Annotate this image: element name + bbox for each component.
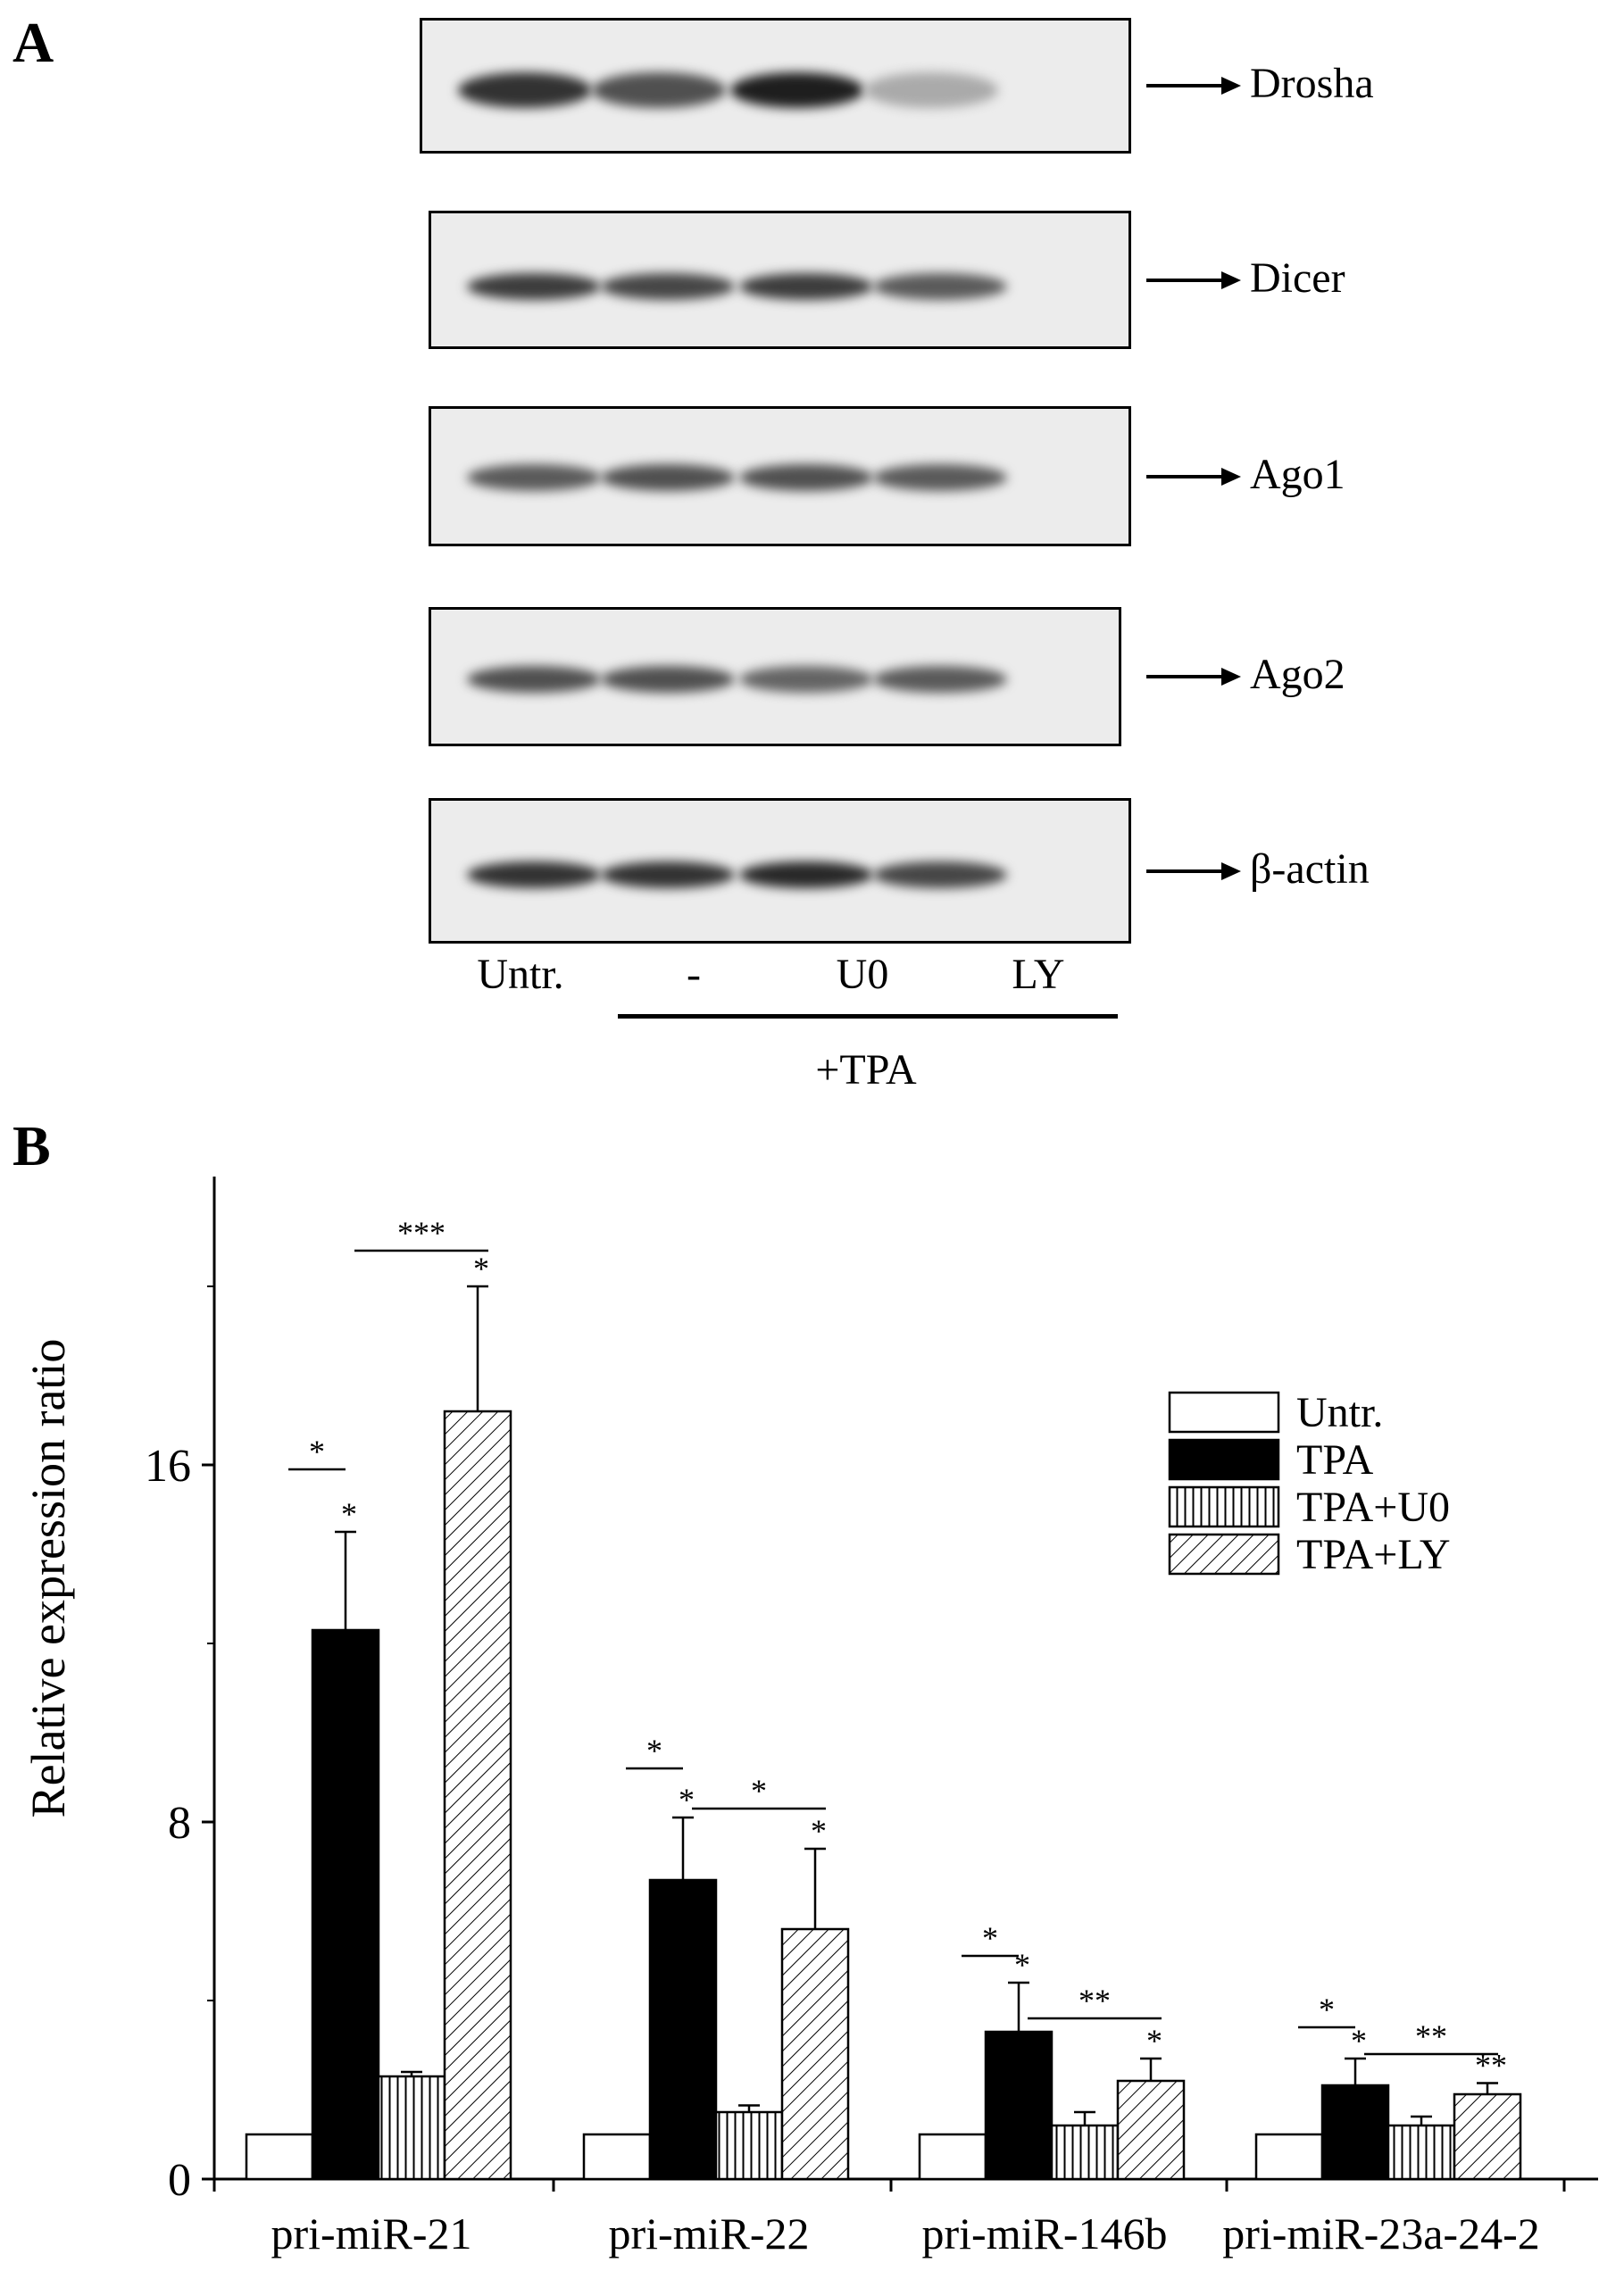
category-label: pri-miR-23a-24-2 — [1222, 2209, 1539, 2259]
blot-ago1 — [429, 406, 1131, 546]
bar — [1320, 2084, 1390, 2181]
bar — [1453, 2092, 1522, 2181]
blot-protein-label: Dicer — [1250, 254, 1345, 302]
bar — [311, 1628, 380, 2181]
arrow-icon — [1146, 467, 1241, 486]
legend-label: TPA+U0 — [1296, 1484, 1450, 1531]
blot-band — [467, 464, 601, 491]
blot-band — [873, 666, 1007, 693]
blot-band — [873, 273, 1007, 300]
blot-band — [458, 72, 592, 108]
blot-band — [601, 666, 735, 693]
legend-label: Untr. — [1296, 1389, 1383, 1436]
legend-swatch — [1168, 1391, 1280, 1434]
lane-label: Untr. — [477, 951, 564, 998]
blot-drosha — [420, 18, 1131, 154]
comparison-label: * — [1319, 1992, 1335, 2027]
blot-band — [601, 273, 735, 300]
bar — [1116, 2079, 1186, 2181]
significance-star: * — [679, 1782, 695, 1818]
blot-protein-label: β-actin — [1250, 844, 1370, 893]
significance-star: * — [341, 1496, 357, 1532]
blot-band — [739, 464, 873, 491]
legend-swatch — [1168, 1438, 1280, 1481]
blot-protein-label: Ago1 — [1250, 450, 1345, 498]
bar — [443, 1410, 512, 2181]
blot-protein-label: Ago2 — [1250, 651, 1345, 698]
significance-star: * — [1014, 1947, 1030, 1983]
blot-band — [467, 273, 601, 300]
arrow-icon — [1146, 668, 1241, 686]
y-tick-label: 16 — [145, 1441, 191, 1492]
blot-band — [739, 273, 873, 300]
y-tick-label: 0 — [168, 2155, 191, 2206]
category-label: pri-miR-22 — [609, 2209, 810, 2259]
bar — [582, 2133, 652, 2181]
blot-band — [873, 464, 1007, 491]
blot-band — [601, 861, 735, 888]
bar — [1254, 2133, 1324, 2181]
blot-band — [873, 861, 1007, 888]
panel-a-letter: A — [12, 11, 54, 74]
blot-ago2 — [429, 607, 1121, 746]
blot-dicer — [429, 211, 1131, 349]
significance-star: * — [811, 1813, 827, 1849]
blot-actin — [429, 798, 1131, 944]
lane-label: LY — [1012, 951, 1065, 998]
significance-star: * — [1351, 2023, 1367, 2059]
legend-label: TPA — [1296, 1436, 1374, 1484]
bar — [918, 2133, 987, 2181]
blot-band — [592, 72, 726, 108]
blot-band — [467, 861, 601, 888]
comparison-label: * — [982, 1920, 998, 1956]
lane-label: - — [687, 951, 701, 998]
comparison-label: ** — [1079, 1983, 1111, 2018]
blot-band — [864, 72, 998, 108]
category-label: pri-miR-146b — [922, 2209, 1168, 2259]
bar — [648, 1878, 718, 2181]
blot-protein-label: Drosha — [1250, 60, 1374, 107]
bar — [780, 1927, 850, 2181]
blot-band — [467, 666, 601, 693]
legend-swatch — [1168, 1533, 1280, 1576]
significance-star: * — [473, 1251, 489, 1286]
comparison-label: * — [309, 1434, 325, 1469]
arrow-icon — [1146, 77, 1241, 95]
bar — [984, 2030, 1054, 2181]
tpa-bracket-line — [618, 1014, 1118, 1019]
category-label: pri-miR-21 — [271, 2209, 472, 2259]
arrow-icon — [1146, 861, 1241, 880]
blot-band — [730, 72, 864, 108]
blot-band — [739, 861, 873, 888]
lane-label: U0 — [836, 951, 889, 998]
legend-swatch — [1168, 1485, 1280, 1528]
bar — [377, 2075, 446, 2181]
arrow-icon — [1146, 270, 1241, 289]
significance-star: ** — [1475, 2048, 1507, 2084]
significance-star: * — [1146, 2023, 1162, 2059]
y-axis-label: Relative expression ratio — [21, 1339, 75, 1818]
bar — [1050, 2124, 1120, 2181]
legend-label: TPA+LY — [1296, 1531, 1451, 1578]
blot-band — [601, 464, 735, 491]
bar — [245, 2133, 314, 2181]
tpa-treatment-label: +TPA — [815, 1046, 917, 1094]
panel-b-letter: B — [12, 1114, 51, 1177]
bar — [1387, 2124, 1456, 2181]
blot-band — [739, 666, 873, 693]
y-tick-label: 8 — [168, 1798, 191, 1849]
comparison-label: *** — [397, 1215, 446, 1251]
bar — [714, 2110, 784, 2181]
comparison-label: * — [751, 1773, 767, 1809]
comparison-label: ** — [1415, 2018, 1447, 2054]
comparison-label: * — [646, 1733, 662, 1768]
